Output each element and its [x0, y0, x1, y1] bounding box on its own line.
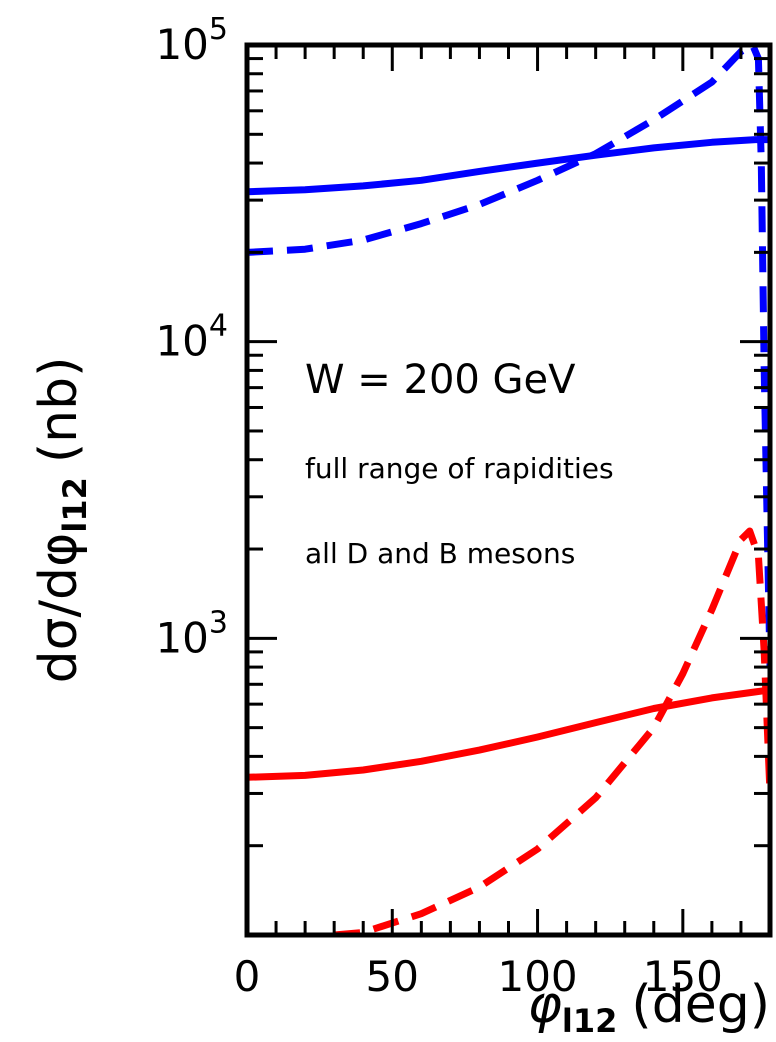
series-line-3 — [333, 527, 770, 935]
annotation-rapidity: full range of rapidities — [305, 452, 614, 485]
series-line-1 — [247, 45, 770, 668]
ticks-layer — [245, 45, 772, 937]
y-tick-label: 103 — [155, 605, 228, 662]
series-line-0 — [247, 136, 770, 196]
x-tick-label: 100 — [497, 952, 577, 1001]
y-tick-label: 105 — [155, 12, 228, 69]
tick-labels: 0 50 100 150 103 104 105 — [155, 12, 722, 1001]
x-tick-label: 50 — [366, 952, 419, 1001]
series-line-2 — [247, 686, 770, 781]
annotation-mesons: all D and B mesons — [305, 537, 575, 570]
series-layer — [247, 45, 770, 935]
x-axis-title: φl12 (deg) — [528, 975, 770, 1040]
y-axis-title: dσ/dφl12(nb) — [29, 357, 94, 684]
x-tick-label: 150 — [643, 952, 723, 1001]
x-tick-label: 0 — [234, 952, 261, 1001]
y-tick-label: 104 — [155, 309, 228, 366]
plot-frame — [244, 42, 773, 938]
annotation-energy: W = 200 GeV — [305, 357, 576, 403]
